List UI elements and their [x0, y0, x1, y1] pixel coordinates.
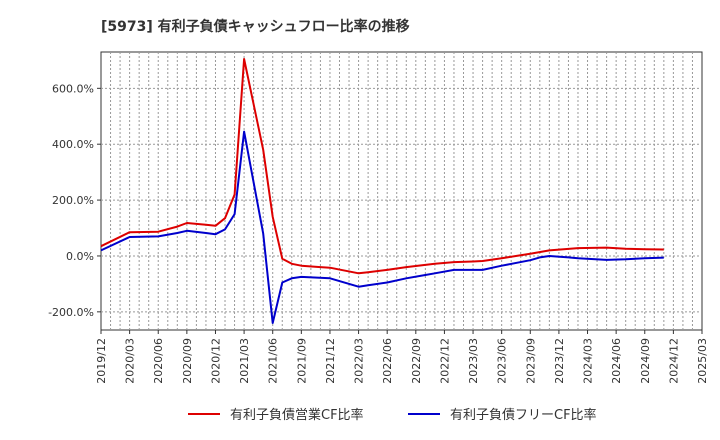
x-tick-label: 2020/12	[209, 338, 222, 384]
y-tick-label: 0.0%	[66, 250, 94, 263]
series-line-1	[100, 130, 664, 324]
x-tick-label: 2022/12	[438, 338, 451, 384]
x-tick-label: 2023/03	[467, 338, 480, 384]
x-tick-label: 2022/09	[410, 338, 423, 384]
y-tick-label: -200.0%	[48, 306, 94, 319]
x-tick-label: 2021/06	[267, 338, 280, 384]
x-tick-label: 2024/12	[667, 338, 680, 384]
x-tick-label: 2022/03	[353, 338, 366, 384]
x-tick-label: 2024/03	[582, 338, 595, 384]
x-tick-label: 2020/03	[124, 338, 137, 384]
x-tick-label: 2020/06	[152, 338, 165, 384]
x-tick-label: 2019/12	[95, 338, 108, 384]
plot-area	[100, 51, 703, 331]
y-tick-label: 200.0%	[52, 194, 94, 207]
x-tick-label: 2025/03	[696, 338, 709, 384]
x-tick-label: 2021/03	[238, 338, 251, 384]
y-tick-label: 400.0%	[52, 138, 94, 151]
y-axis: 600.0% 400.0% 200.0% 0.0% -200.0%	[48, 82, 101, 319]
series-lines	[100, 58, 664, 324]
x-tick-label: 2023/06	[496, 338, 509, 384]
chart-title: [5973] 有利子負債キャッシュフロー比率の推移	[101, 18, 410, 35]
grid	[101, 52, 702, 330]
legend: 有利子負債営業CF比率 有利子負債フリーCF比率	[188, 407, 597, 423]
series-line-0	[100, 58, 664, 275]
x-tick-label: 2024/09	[639, 338, 652, 384]
x-tick-label: 2023/09	[524, 338, 537, 384]
x-tick-label: 2023/12	[553, 338, 566, 384]
legend-label-0: 有利子負債営業CF比率	[230, 407, 364, 423]
x-tick-label: 2024/06	[610, 338, 623, 384]
x-tick-label: 2022/06	[381, 338, 394, 384]
x-tick-label: 2021/12	[324, 338, 337, 384]
legend-label-1: 有利子負債フリーCF比率	[450, 407, 597, 423]
y-tick-label: 600.0%	[52, 82, 94, 95]
x-tick-label: 2021/09	[295, 338, 308, 384]
x-tick-label: 2020/09	[181, 338, 194, 384]
x-axis: 2019/12 2020/03 2020/06 2020/09 2020/12 2021/…	[95, 330, 709, 384]
